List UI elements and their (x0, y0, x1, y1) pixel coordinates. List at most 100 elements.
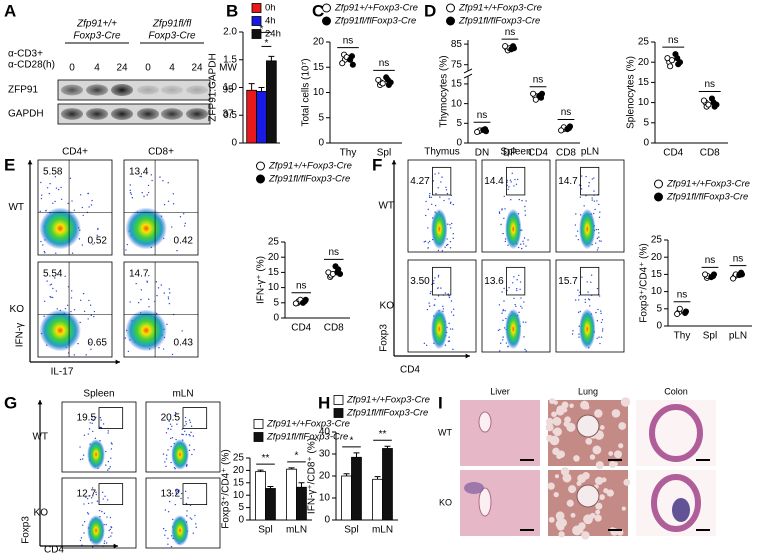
legend-label: 24h (265, 29, 281, 40)
y-tick-label: 2.0 (223, 27, 237, 38)
flow-event (595, 242, 597, 244)
flow-event (598, 295, 601, 297)
data-point (375, 76, 382, 83)
flow-density (39, 207, 81, 250)
flow-event (185, 502, 188, 505)
flow-event (167, 296, 170, 298)
flow-event (163, 292, 165, 294)
flow-event (73, 309, 76, 311)
flow-event (90, 418, 93, 421)
flow-density (125, 207, 167, 250)
flow-event (578, 184, 581, 186)
flow-event (87, 433, 90, 435)
flow-event (110, 457, 112, 459)
alveolus (552, 416, 562, 426)
flow-event (182, 213, 185, 215)
flow-event (426, 308, 429, 311)
quadrant-value: 5.54 (43, 269, 63, 280)
flow-event (93, 310, 96, 313)
flow-event (434, 277, 436, 279)
flow-event (92, 419, 95, 422)
flow-event (523, 336, 525, 338)
flow-event (175, 489, 177, 491)
data-point (702, 271, 709, 278)
flow-event (429, 192, 431, 195)
flow-event (158, 347, 160, 349)
legend-swatch (251, 29, 262, 39)
flow-event (591, 178, 594, 180)
alveolus (599, 425, 605, 430)
flow-event (162, 348, 165, 350)
flow-density (431, 308, 448, 350)
flow-event (164, 461, 166, 463)
flow-event (79, 321, 81, 324)
blot-band (186, 108, 208, 120)
flow-event (55, 252, 57, 254)
blot-band (61, 84, 83, 96)
flow-event (445, 186, 447, 188)
flow-event (102, 423, 105, 425)
flow-event (600, 310, 602, 312)
error-bar (374, 476, 381, 480)
flow-event (151, 179, 153, 182)
airway (576, 484, 600, 508)
y-tick-label: 15 (233, 477, 245, 488)
flow-event (602, 328, 604, 330)
flow-event (596, 320, 599, 322)
bar (265, 488, 276, 521)
flow-event (499, 328, 501, 331)
blot-band (61, 108, 83, 120)
gate (580, 166, 600, 196)
histology-row: KO (439, 497, 452, 507)
flow-event (601, 319, 604, 321)
flow-x-label: IL-17 (51, 367, 74, 378)
x-tick-label: Thy (674, 331, 691, 342)
alveolus (553, 400, 558, 405)
flow-event (179, 216, 182, 218)
flow-event (43, 315, 45, 317)
x-tick-label: CD8 (556, 148, 576, 159)
flow-event (67, 202, 69, 205)
flow-event (60, 186, 62, 189)
flow-event (170, 428, 172, 430)
flow-event (431, 203, 433, 205)
flow-event (516, 279, 518, 281)
flow-event (450, 201, 452, 203)
error-bar (384, 445, 391, 449)
y-tick-label: 0 (456, 138, 462, 149)
flow-event (86, 512, 89, 514)
arrow-head (37, 400, 43, 405)
flow-event (523, 237, 526, 239)
significance-label: ns (561, 107, 572, 118)
flow-event (95, 491, 97, 494)
significance-label: ns (477, 110, 488, 121)
flow-density (39, 309, 81, 352)
alveolus (554, 474, 559, 479)
error-bar (248, 83, 255, 91)
blot-band (161, 108, 183, 120)
flow-event (40, 181, 42, 184)
y-tick-label: 25 (268, 237, 280, 248)
alveolus (594, 409, 603, 418)
flow-event (504, 240, 507, 243)
data-point (708, 95, 716, 102)
legend-swatch (333, 395, 344, 405)
flow-event (600, 321, 603, 324)
flow-event (54, 176, 57, 178)
flow-event (591, 199, 593, 201)
flow-event (188, 419, 191, 421)
gate (182, 483, 208, 506)
flow-event (81, 206, 84, 209)
flow-event (90, 314, 93, 316)
flow-column: pLN (581, 147, 599, 158)
flow-event (575, 235, 577, 237)
flow-event (598, 236, 600, 238)
y-tick-label: 0 (324, 515, 330, 526)
flow-event (108, 467, 110, 470)
flow-event (437, 274, 440, 277)
y-axis-label: Foxp3⁺/CD4⁺ (%) (639, 243, 650, 322)
data-point (667, 63, 674, 70)
flow-event (503, 287, 505, 290)
flow-event (588, 181, 590, 184)
flow-event (446, 238, 448, 240)
